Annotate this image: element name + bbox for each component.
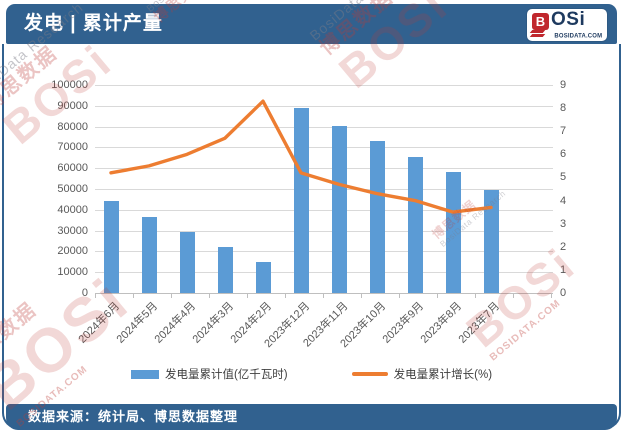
bar <box>141 216 157 293</box>
x-axis-tick <box>513 294 514 298</box>
bar <box>445 172 461 293</box>
legend-item-bar: 发电量累计值(亿千瓦时) <box>130 366 288 382</box>
legend-label-line: 发电量累计增长(%) <box>393 369 493 381</box>
y-axis-label-right: 3 <box>560 217 567 230</box>
y-axis-label-left: 60000 <box>57 162 88 175</box>
x-axis-tick <box>285 294 286 298</box>
x-axis-tick <box>361 294 362 298</box>
x-axis-tick <box>475 294 476 298</box>
y-axis-label-right: 5 <box>560 171 567 184</box>
footer-bar: 数据来源：统计局、博思数据整理 <box>6 404 617 430</box>
y-axis-label-right: 2 <box>560 240 567 253</box>
gridline <box>95 168 553 170</box>
y-axis-label-right: 6 <box>560 148 567 161</box>
x-axis-tick <box>247 294 248 298</box>
legend-label-bar: 发电量累计值(亿千瓦时) <box>164 369 288 381</box>
x-axis-tick <box>209 294 210 298</box>
legend-line-swatch-icon <box>351 372 388 376</box>
header-bar: 发电 | 累计产量 B OSi BOSIDATA.COM <box>6 4 617 44</box>
y-axis-label-right: 7 <box>560 125 567 138</box>
data-source-text: 数据来源：统计局、博思数据整理 <box>28 409 239 424</box>
bar <box>483 189 499 293</box>
bar <box>293 107 309 293</box>
page-title: 发电 | 累计产量 <box>24 13 163 34</box>
gridline <box>95 189 553 190</box>
gridline <box>95 85 553 86</box>
gridline <box>95 209 553 211</box>
gridline <box>95 251 553 253</box>
y-axis-label-right: 8 <box>560 102 567 115</box>
y-axis-label-left: 40000 <box>57 203 88 216</box>
x-axis-tick <box>323 294 324 298</box>
logo-b-mark-icon: B <box>532 13 549 30</box>
x-axis-tick <box>133 294 134 298</box>
gridline <box>95 230 553 232</box>
legend-item-line: 发电量累计增长(%) <box>351 366 493 382</box>
y-axis-label-left: 0 <box>81 287 88 299</box>
y-axis-label-right: 9 <box>560 79 567 91</box>
y-axis-label-left: 30000 <box>57 224 88 237</box>
y-axis-label-left: 70000 <box>57 141 88 154</box>
bosi-logo: B OSi BOSIDATA.COM <box>527 9 607 41</box>
bar <box>217 246 233 293</box>
chart-legend: 发电量累计值(亿千瓦时) 发电量累计增长(%) <box>0 366 623 382</box>
x-axis-tick <box>399 294 400 298</box>
x-axis-tick <box>171 294 172 298</box>
bar <box>407 156 423 293</box>
y-axis-label-left: 90000 <box>57 99 88 112</box>
bar <box>179 232 195 293</box>
gridline <box>95 126 553 128</box>
gridline <box>95 105 553 107</box>
growth-line <box>109 99 493 214</box>
x-axis-tick <box>95 294 96 298</box>
growth-line-layer <box>109 99 493 214</box>
y-axis-label-left: 50000 <box>57 183 88 195</box>
y-axis-label-right: 4 <box>560 194 567 207</box>
x-axis-tick <box>437 294 438 298</box>
y-axis-label-left: 100000 <box>51 79 88 91</box>
y-axis-label-right: 0 <box>560 287 567 299</box>
bar <box>255 262 271 293</box>
bar <box>331 125 347 293</box>
y-axis-label-right: 1 <box>560 263 567 276</box>
y-axis-label-left: 20000 <box>57 245 88 258</box>
x-axis-line <box>95 293 553 294</box>
gridline <box>95 272 553 274</box>
gridline <box>95 147 553 149</box>
bar <box>103 200 119 293</box>
bar <box>369 141 385 293</box>
y-axis-label-left: 80000 <box>57 120 88 133</box>
x-axis-tick <box>551 294 552 298</box>
legend-bar-swatch-icon <box>130 369 159 379</box>
y-axis-label-left: 10000 <box>57 266 88 279</box>
logo-domain-text: BOSIDATA.COM <box>554 33 602 39</box>
logo-osi-text: OSi <box>551 9 586 30</box>
logo-stripes-icon <box>529 29 546 37</box>
